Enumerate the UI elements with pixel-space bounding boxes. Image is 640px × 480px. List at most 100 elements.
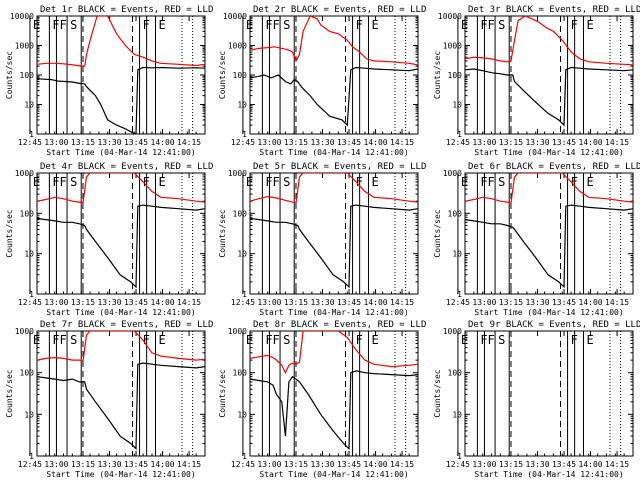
x-tick-label: 13:15 <box>284 138 308 147</box>
y-tick-label: 100 <box>20 369 35 378</box>
x-tick-label: 13:30 <box>310 298 334 307</box>
panel-det-2: Det 2r BLACK = Events, RED = LLD 1 10 100 10… <box>218 5 426 157</box>
y-tick-label: 10000 <box>223 12 247 21</box>
series-events-line <box>37 204 205 289</box>
event-marker-letter: E <box>158 333 165 347</box>
y-tick-label: 1 <box>29 130 34 139</box>
x-axis-label: Start Time (04-Mar-14 12:41:00) <box>259 470 408 479</box>
x-tick-label: 14:00 <box>364 138 388 147</box>
x-tick-label: 14:00 <box>364 298 388 307</box>
event-marker-letter: F <box>59 18 66 32</box>
panel-det-8: Det 8r BLACK = Events, RED = LLD 1 10 100 10… <box>218 320 426 479</box>
y-tick-label: 1000 <box>443 169 462 178</box>
series-events-line <box>250 204 418 289</box>
y-tick-label: 100 <box>233 71 248 80</box>
x-tick-label: 13:45 <box>337 298 361 307</box>
y-tick-label: 1000 <box>228 42 247 51</box>
y-tick-label: 100 <box>20 209 35 218</box>
y-tick-label: 10000 <box>438 12 462 21</box>
x-axis-label: Start Time (04-Mar-14 12:41:00) <box>259 308 408 317</box>
event-marker-letter: E <box>371 175 378 189</box>
x-tick-label: 14:00 <box>151 138 175 147</box>
x-tick-label: 13:30 <box>525 298 549 307</box>
x-tick-label: 14:15 <box>177 460 201 469</box>
panel-det-9: Det 9r BLACK = Events, RED = LLD 1 10 100 10… <box>433 320 640 479</box>
x-tick-label: 12:45 <box>231 298 255 307</box>
x-tick-label: 13:15 <box>499 138 523 147</box>
x-tick-label: 13:15 <box>284 298 308 307</box>
plot-title: Det 1r BLACK = Events, RED = LLD <box>40 5 213 15</box>
x-tick-label: 13:00 <box>44 138 68 147</box>
event-marker-letter: S <box>498 333 505 347</box>
event-marker-letter: S <box>70 18 77 32</box>
x-axis-label: Start Time (04-Mar-14 12:41:00) <box>474 470 623 479</box>
x-tick-label: 13:00 <box>472 460 496 469</box>
x-tick-label: 13:30 <box>97 298 121 307</box>
event-marker-letter: E <box>33 18 40 32</box>
x-tick-label: 13:45 <box>552 460 576 469</box>
y-tick-label: 10000 <box>10 12 34 21</box>
x-tick-label: 14:00 <box>151 460 175 469</box>
y-axis-label: Counts/sec <box>218 369 227 417</box>
x-tick-label: 13:45 <box>337 460 361 469</box>
event-marker-letter: E <box>461 333 468 347</box>
y-tick-label: 100 <box>448 369 463 378</box>
x-tick-label: 14:15 <box>605 460 629 469</box>
plot-title: Det 8r BLACK = Events, RED = LLD <box>253 320 426 330</box>
x-tick-label: 13:00 <box>44 298 68 307</box>
plot-series <box>37 173 205 289</box>
event-marker-letter: S <box>498 175 505 189</box>
x-tick-label: 14:00 <box>364 460 388 469</box>
x-tick-label: 13:45 <box>552 298 576 307</box>
event-marker-letter: E <box>461 175 468 189</box>
x-tick-label: 12:45 <box>231 138 255 147</box>
y-tick-label: 1 <box>242 130 247 139</box>
x-tick-label: 13:45 <box>337 138 361 147</box>
x-tick-label: 14:00 <box>579 298 603 307</box>
x-tick-label: 12:45 <box>18 460 42 469</box>
y-tick-label: 10 <box>452 250 462 259</box>
series-lld-line <box>465 173 633 204</box>
series-events-line <box>250 370 418 451</box>
series-lld-line <box>465 16 633 66</box>
event-marker-letter: S <box>283 175 290 189</box>
y-tick-label: 1000 <box>443 42 462 51</box>
x-tick-label: 13:30 <box>97 460 121 469</box>
y-tick-label: 100 <box>233 209 248 218</box>
x-tick-label: 12:45 <box>446 138 470 147</box>
x-axis-label: Start Time (04-Mar-14 12:41:00) <box>474 148 623 157</box>
x-axis-label: Start Time (04-Mar-14 12:41:00) <box>46 308 195 317</box>
y-axis-label: Counts/sec <box>218 51 227 99</box>
x-tick-label: 13:15 <box>71 138 95 147</box>
y-axis-label: Counts/sec <box>5 209 14 257</box>
x-tick-label: 14:15 <box>390 298 414 307</box>
x-axis-label: Start Time (04-Mar-14 12:41:00) <box>46 470 195 479</box>
series-events-line <box>465 204 633 289</box>
x-tick-label: 14:15 <box>177 138 201 147</box>
y-axis-label: Counts/sec <box>218 209 227 257</box>
x-tick-label: 13:45 <box>124 460 148 469</box>
x-tick-label: 14:00 <box>579 460 603 469</box>
y-axis-label: Counts/sec <box>433 369 442 417</box>
event-marker-letter: E <box>246 18 253 32</box>
x-tick-label: 14:00 <box>579 138 603 147</box>
x-axis-label: Start Time (04-Mar-14 12:41:00) <box>474 308 623 317</box>
x-tick-label: 13:15 <box>71 460 95 469</box>
plot-frame <box>464 15 634 135</box>
event-marker-letter: S <box>70 333 77 347</box>
y-tick-label: 1 <box>457 452 462 461</box>
y-tick-label: 10 <box>24 250 34 259</box>
event-marker-letter: E <box>246 175 253 189</box>
y-tick-label: 1000 <box>228 169 247 178</box>
plot-title: Det 7r BLACK = Events, RED = LLD <box>40 320 213 330</box>
event-marker-letter: S <box>283 333 290 347</box>
y-tick-label: 10 <box>452 410 462 419</box>
x-tick-label: 13:45 <box>124 298 148 307</box>
x-tick-label: 13:00 <box>44 460 68 469</box>
x-tick-label: 13:15 <box>499 298 523 307</box>
y-tick-label: 1000 <box>443 327 462 336</box>
y-tick-label: 1 <box>29 290 34 299</box>
series-lld-line <box>250 331 418 375</box>
x-axis-label: Start Time (04-Mar-14 12:41:00) <box>46 148 195 157</box>
